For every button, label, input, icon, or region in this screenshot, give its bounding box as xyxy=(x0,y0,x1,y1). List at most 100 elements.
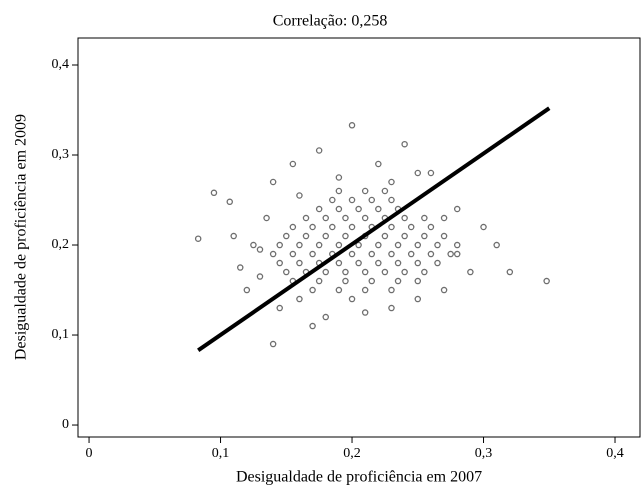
point xyxy=(335,286,343,294)
point xyxy=(322,313,329,321)
x-tick-label: 0,3 xyxy=(475,446,493,461)
point xyxy=(348,122,356,129)
y-tick-label: 0,4 xyxy=(52,57,70,72)
point xyxy=(309,322,316,330)
point xyxy=(315,241,323,249)
point xyxy=(342,268,349,276)
point xyxy=(401,140,408,148)
point xyxy=(375,259,382,267)
plot-frame xyxy=(77,37,641,438)
point xyxy=(256,246,264,253)
point xyxy=(230,232,237,240)
point xyxy=(315,277,323,285)
x-tick-label: 0,2 xyxy=(343,446,361,461)
point xyxy=(289,160,297,168)
point xyxy=(506,268,514,276)
y-tick-label: 0 xyxy=(62,417,69,432)
point xyxy=(322,232,329,240)
point xyxy=(296,295,303,303)
point xyxy=(414,277,422,285)
point xyxy=(269,250,277,258)
point xyxy=(322,268,329,276)
point xyxy=(361,309,369,316)
point xyxy=(467,268,474,276)
point xyxy=(388,196,395,204)
point xyxy=(348,223,356,231)
point xyxy=(276,304,283,312)
point xyxy=(440,232,448,240)
point xyxy=(348,295,356,303)
point xyxy=(283,268,290,276)
point xyxy=(263,214,270,222)
x-tick-label: 0,4 xyxy=(606,446,624,461)
x-tick-label: 0 xyxy=(86,446,93,461)
point xyxy=(368,250,376,258)
point xyxy=(361,268,369,276)
point xyxy=(361,187,369,195)
point xyxy=(414,259,422,267)
point xyxy=(302,214,310,222)
point xyxy=(342,214,349,222)
point xyxy=(335,241,343,249)
y-tick-label: 0,3 xyxy=(52,147,70,162)
x-tick-label: 0,1 xyxy=(212,446,230,461)
point xyxy=(243,286,251,294)
point xyxy=(342,277,349,285)
point xyxy=(493,241,500,249)
y-tick-label: 0,2 xyxy=(52,237,70,252)
point xyxy=(309,250,316,258)
point xyxy=(394,241,402,249)
point xyxy=(414,295,422,303)
point xyxy=(375,160,382,168)
point xyxy=(388,250,395,258)
point xyxy=(296,241,303,249)
point xyxy=(388,178,395,186)
point xyxy=(355,259,362,267)
point xyxy=(381,268,389,276)
point xyxy=(355,205,362,213)
point xyxy=(309,286,316,294)
point xyxy=(434,241,441,249)
fit-line xyxy=(197,106,551,352)
point xyxy=(361,286,369,294)
point xyxy=(543,277,550,285)
point xyxy=(315,205,323,213)
point xyxy=(329,223,336,231)
point xyxy=(414,169,422,177)
point xyxy=(434,259,441,267)
point xyxy=(335,187,343,195)
point xyxy=(335,174,343,181)
point xyxy=(237,264,244,271)
point xyxy=(315,147,323,154)
point xyxy=(329,196,336,204)
point xyxy=(401,214,408,222)
point xyxy=(361,214,369,222)
point xyxy=(440,286,448,294)
point xyxy=(226,198,233,206)
point xyxy=(407,250,415,258)
point xyxy=(375,241,382,249)
point xyxy=(276,259,283,267)
point xyxy=(388,286,395,294)
point xyxy=(453,241,461,249)
point xyxy=(283,232,290,240)
point xyxy=(296,259,303,267)
point xyxy=(289,250,297,258)
point xyxy=(407,223,415,231)
point xyxy=(355,241,362,249)
point xyxy=(394,277,402,285)
x-axis-label: Desigualdade de proficiência em 2007 xyxy=(236,469,482,486)
point xyxy=(289,223,297,231)
point xyxy=(296,192,303,199)
point xyxy=(375,205,382,213)
point xyxy=(394,259,402,267)
point xyxy=(401,268,408,276)
point xyxy=(401,232,408,240)
point xyxy=(194,235,202,242)
y-tick-label: 0,1 xyxy=(52,327,70,342)
point xyxy=(414,241,422,249)
point xyxy=(427,169,435,177)
point xyxy=(368,196,376,204)
point xyxy=(322,214,329,222)
